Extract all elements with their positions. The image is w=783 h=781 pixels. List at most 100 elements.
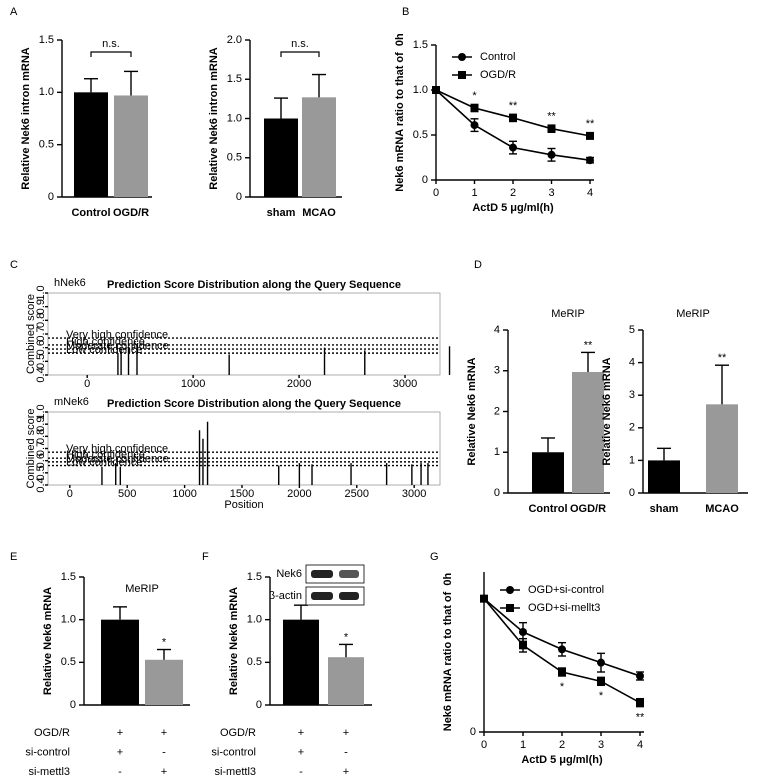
x-tick-label: 1: [471, 187, 477, 199]
x-tick-label: 1000: [181, 378, 205, 390]
blot-band: [339, 592, 359, 600]
bar: [572, 371, 604, 493]
legend-label: OGD+si-control: [528, 584, 604, 596]
y-tick-label: 1.0: [61, 614, 76, 626]
y-tick-label: 0.5: [413, 129, 428, 141]
condition-mark: +: [343, 727, 349, 739]
significance: **: [584, 339, 593, 351]
bar: [114, 95, 148, 197]
subplot-name: mNek6: [54, 396, 89, 408]
y-tick-label: 0: [422, 174, 428, 186]
threshold-label: Moderate confidence: [66, 453, 169, 465]
y-axis-label: Relative Nek6 mRNA: [601, 357, 613, 465]
x-axis-label: Position: [224, 499, 263, 511]
bar: [74, 92, 108, 197]
y-tick-label: 1: [494, 446, 500, 458]
y-tick-label: 0.9: [35, 417, 47, 432]
x-axis-label: ActD 5 μg/ml(h): [472, 202, 554, 214]
bar: [283, 619, 319, 705]
point: [509, 143, 517, 152]
y-tick-label: 0.7: [35, 441, 47, 456]
y-axis-label: Nek6 mRNA ratio to that of 0h: [442, 572, 454, 731]
x-tick-label: 4: [637, 739, 643, 751]
x-tick-label: 3000: [393, 378, 417, 390]
x-tick-label: Control: [71, 207, 110, 219]
point: [558, 668, 566, 676]
condition-name: si-control: [25, 746, 70, 758]
y-tick-label: 5: [629, 324, 635, 336]
x-tick-label: 0: [481, 739, 487, 751]
x-tick-label: 2: [510, 187, 516, 199]
y-tick-label: 1.0: [35, 404, 47, 419]
x-tick-label: 0: [84, 378, 90, 390]
significance: **: [509, 100, 518, 112]
point: [597, 677, 605, 686]
bar: [302, 97, 336, 197]
y-axis-label: Relative Nek6 mRNA: [466, 357, 478, 465]
y-tick-label: 0.6: [35, 453, 47, 468]
x-tick-label: 3: [548, 187, 554, 199]
y-axis-label: Combined score: [25, 294, 37, 374]
bar: [648, 460, 680, 493]
significance: **: [718, 352, 727, 364]
panel-label: C: [10, 259, 18, 271]
panel-label: E: [10, 551, 17, 563]
point: [480, 594, 488, 603]
condition-name: OGD/R: [34, 727, 70, 739]
x-tick-label: sham: [267, 207, 296, 219]
y-tick-label: 0.4: [35, 477, 47, 492]
point: [509, 113, 517, 122]
y-tick-label: 0: [48, 191, 54, 203]
bar: [706, 404, 738, 493]
condition-mark: +: [161, 766, 167, 778]
bar: [532, 452, 564, 493]
x-tick-label: 0: [67, 488, 73, 500]
x-tick-label: MCAO: [302, 207, 336, 219]
y-tick-label: 1.5: [247, 571, 262, 583]
y-tick-label: 0.5: [39, 139, 54, 151]
x-tick-label: 2: [559, 739, 565, 751]
condition-mark: +: [117, 727, 123, 739]
y-tick-label: 0.5: [35, 465, 47, 480]
condition-mark: +: [161, 727, 167, 739]
point: [558, 645, 566, 654]
bar: [101, 619, 139, 705]
point: [547, 124, 556, 133]
bar: [145, 659, 183, 705]
condition-mark: +: [343, 766, 349, 778]
threshold-label: Moderate confidence: [66, 340, 169, 352]
panel-label: G: [430, 551, 439, 563]
y-tick-label: 0.5: [227, 152, 242, 164]
y-tick-label: 0: [470, 726, 476, 738]
y-axis-label: Nek6 mRNA ratio to that of 0h: [394, 33, 406, 192]
x-tick-label: MCAO: [705, 503, 739, 515]
legend-marker: [458, 71, 466, 79]
comparison-label: n.s.: [102, 38, 120, 50]
comparison-bracket: [90, 51, 132, 57]
significance: **: [636, 712, 645, 724]
y-tick-label: 1.0: [413, 84, 428, 96]
condition-mark: -: [299, 766, 303, 778]
y-tick-label: 0: [256, 699, 262, 711]
panel-label: F: [202, 551, 209, 563]
x-tick-label: 2500: [345, 488, 369, 500]
condition-mark: -: [162, 746, 166, 758]
x-tick-label: 1: [520, 739, 526, 751]
legend-marker: [506, 586, 514, 594]
y-tick-label: 0: [236, 191, 242, 203]
subplot-title: Prediction Score Distribution along the …: [107, 279, 401, 291]
y-tick-label: 1.0: [227, 112, 242, 124]
threshold-label: Very high confidence: [66, 329, 168, 341]
legend-label: OGD/R: [480, 69, 516, 81]
point: [586, 131, 594, 140]
x-tick-label: 2000: [287, 378, 311, 390]
legend-label: OGD+si-mellt3: [528, 602, 600, 614]
threshold-label: High confidence: [66, 449, 145, 461]
condition-mark: -: [344, 746, 348, 758]
y-tick-label: 0: [629, 487, 635, 499]
condition-mark: +: [117, 746, 123, 758]
condition-name: si-control: [211, 746, 256, 758]
blot-frame: [305, 586, 365, 606]
point: [597, 658, 605, 667]
